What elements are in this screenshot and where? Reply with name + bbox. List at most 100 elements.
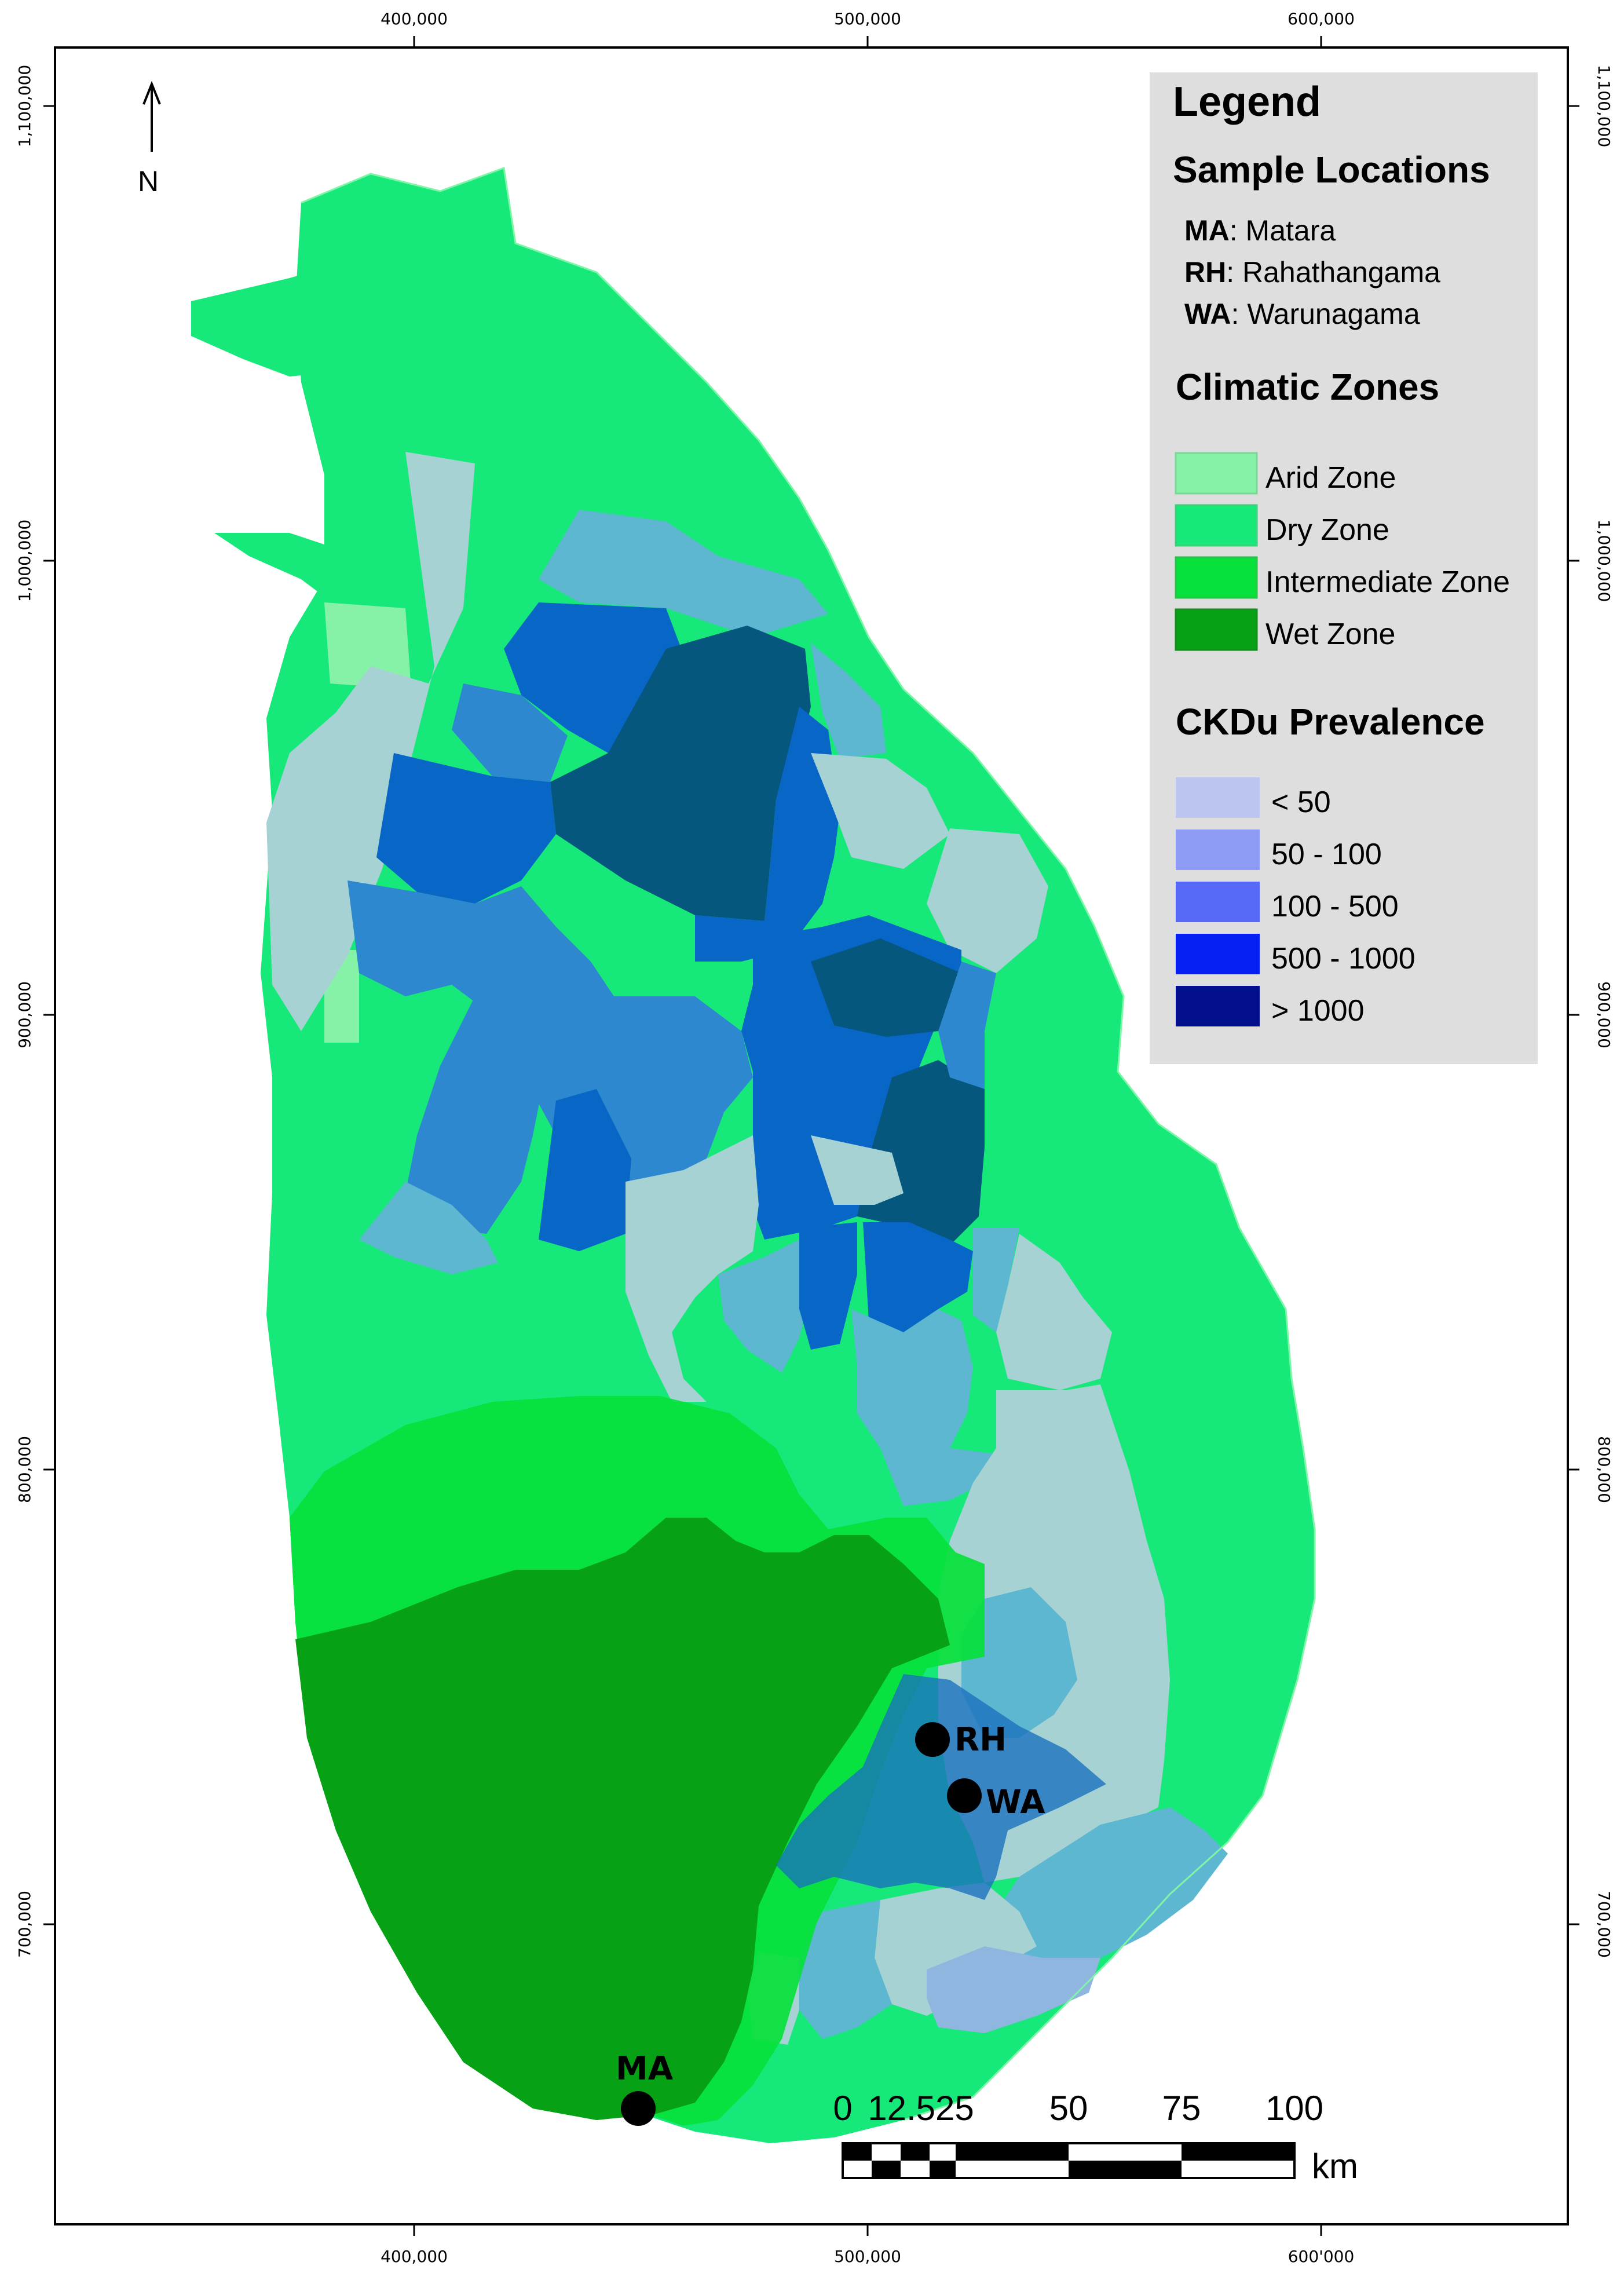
prevalence-label: > 1000: [1271, 994, 1365, 1028]
zone-swatch-intermediate: [1175, 556, 1258, 599]
scale-segment: [956, 2143, 1069, 2161]
coastline: [301, 166, 1316, 2121]
ckdu-prevalence-heading: CKDu Prevalence: [1176, 701, 1485, 743]
zone-label: Wet Zone: [1265, 617, 1395, 651]
prevalence-swatch: [1176, 882, 1260, 922]
prevalence-swatch: [1176, 986, 1260, 1026]
top-axis: [43, 36, 1579, 2236]
site-label-rh: RH: [954, 1721, 1007, 1759]
district-mid: [539, 510, 828, 637]
bottom-tick-label: 500,000: [834, 2247, 901, 2266]
district-mid: [348, 880, 753, 1216]
district-mid: [938, 962, 996, 1089]
sample-name: : Matara: [1230, 214, 1336, 247]
prevalence-swatch: [1176, 829, 1260, 870]
right-tick-label: 700,000: [1594, 1891, 1614, 1958]
district-low: [811, 1135, 904, 1205]
district-high: [799, 1222, 857, 1350]
district-max: [550, 626, 811, 921]
district-mid: [961, 1587, 1077, 1738]
bottom-tick-label: 600'000: [1288, 2247, 1355, 2266]
district-low: [996, 1234, 1112, 1390]
prevalence-swatch: [1176, 777, 1260, 818]
scale-segment: [872, 2161, 901, 2178]
scale-label: 100: [1265, 2089, 1323, 2128]
right-axis-labels: 1,100,000 1,000,000 900,000 800,000 700,…: [1594, 65, 1614, 1958]
site-label-wa: WA: [986, 1784, 1045, 1821]
climatic-zones-heading: Climatic Zones: [1176, 366, 1439, 408]
jaffna-peninsula: [191, 255, 544, 377]
sample-entry: RH: Rahathangama: [1184, 256, 1440, 288]
sample-sites: RH WA MA: [616, 1721, 1045, 2126]
district-mid: [811, 643, 886, 759]
site-marker-ma: [621, 2091, 656, 2126]
site-label-ma: MA: [616, 2050, 674, 2088]
sample-code: MA: [1184, 214, 1230, 247]
prevalence-label: 500 - 1000: [1271, 942, 1415, 975]
site-marker-rh: [915, 1722, 950, 1757]
district-mid: [996, 1807, 1228, 1981]
zone-swatch-dry: [1175, 504, 1258, 547]
left-tick-label: 900,000: [15, 981, 34, 1048]
scale-segment: [1182, 2143, 1294, 2161]
scale-unit: km: [1312, 2147, 1358, 2186]
district-low: [927, 828, 1048, 973]
district-mid: [405, 996, 544, 1234]
sample-name: : Rahathangama: [1226, 256, 1440, 288]
top-tick-label: 600,000: [1288, 9, 1355, 28]
bottom-tick-label: 400,000: [381, 2247, 448, 2266]
zone-label: Intermediate Zone: [1265, 565, 1510, 599]
zone-label: Arid Zone: [1265, 461, 1396, 495]
right-tick-label: 900,000: [1594, 981, 1614, 1048]
district-high: [695, 707, 840, 962]
left-tick-label: 1,100,000: [15, 65, 34, 148]
scale-segment: [901, 2143, 930, 2161]
district-low: [626, 1135, 759, 1402]
arid-zone-area: [324, 602, 411, 689]
district-high: [376, 753, 556, 904]
left-axis-labels: 1,100,000 1,000,000 900,000 800,000 700,…: [15, 65, 34, 1958]
district-high: [863, 1222, 973, 1332]
site-marker-wa: [947, 1778, 982, 1813]
scale-segment: [843, 2143, 872, 2161]
legend-title: Legend: [1173, 79, 1321, 125]
wet-zone-area: [295, 1518, 950, 2120]
top-tick-label: 400,000: [381, 9, 448, 28]
sample-entry: WA: Warunagama: [1184, 298, 1420, 330]
north-arrow-icon: [142, 81, 161, 152]
district-high: [452, 684, 568, 782]
top-axis-labels: 400,000 500,000 600,000: [381, 9, 1355, 28]
sample-entry: MA: Matara: [1184, 214, 1336, 247]
district-high: [539, 1089, 631, 1251]
district-mid: [973, 1228, 1019, 1332]
right-tick-label: 800,000: [1594, 1436, 1614, 1503]
zone-label: Dry Zone: [1265, 513, 1389, 547]
left-tick-label: 1,000,000: [15, 520, 34, 602]
bottom-axis-labels: 400,000 500,000 600'000: [381, 2247, 1354, 2266]
prevalence-label: < 50: [1271, 785, 1331, 819]
prevalence-label: 50 - 100: [1271, 838, 1382, 871]
left-tick-label: 700,000: [15, 1891, 34, 1958]
sample-code: WA: [1184, 298, 1231, 330]
scale-label: 75: [1162, 2089, 1201, 2128]
right-tick-label: 1,100,000: [1594, 65, 1614, 148]
scale-segment: [1069, 2161, 1182, 2178]
district-mid: [359, 1182, 498, 1274]
district-mid: [799, 1900, 892, 2039]
scale-label: 0: [833, 2089, 852, 2128]
district-low: [811, 753, 950, 869]
left-tick-label: 800,000: [15, 1436, 34, 1503]
right-tick-label: 1,000,000: [1594, 520, 1614, 602]
district-mid: [851, 1309, 996, 1506]
zone-swatch-arid: [1175, 452, 1258, 495]
zone-swatch-wet: [1175, 608, 1258, 651]
district-mid: [718, 1240, 811, 1373]
scale-label: 50: [1049, 2089, 1088, 2128]
district-low: [266, 452, 475, 1031]
district-low: [875, 1883, 1037, 2016]
scale-segment: [930, 2161, 956, 2178]
mannar-island: [214, 533, 382, 614]
legend: Legend Sample Locations MA: Matara RH: R…: [1150, 72, 1538, 1064]
north-arrow-label: N: [138, 165, 159, 198]
